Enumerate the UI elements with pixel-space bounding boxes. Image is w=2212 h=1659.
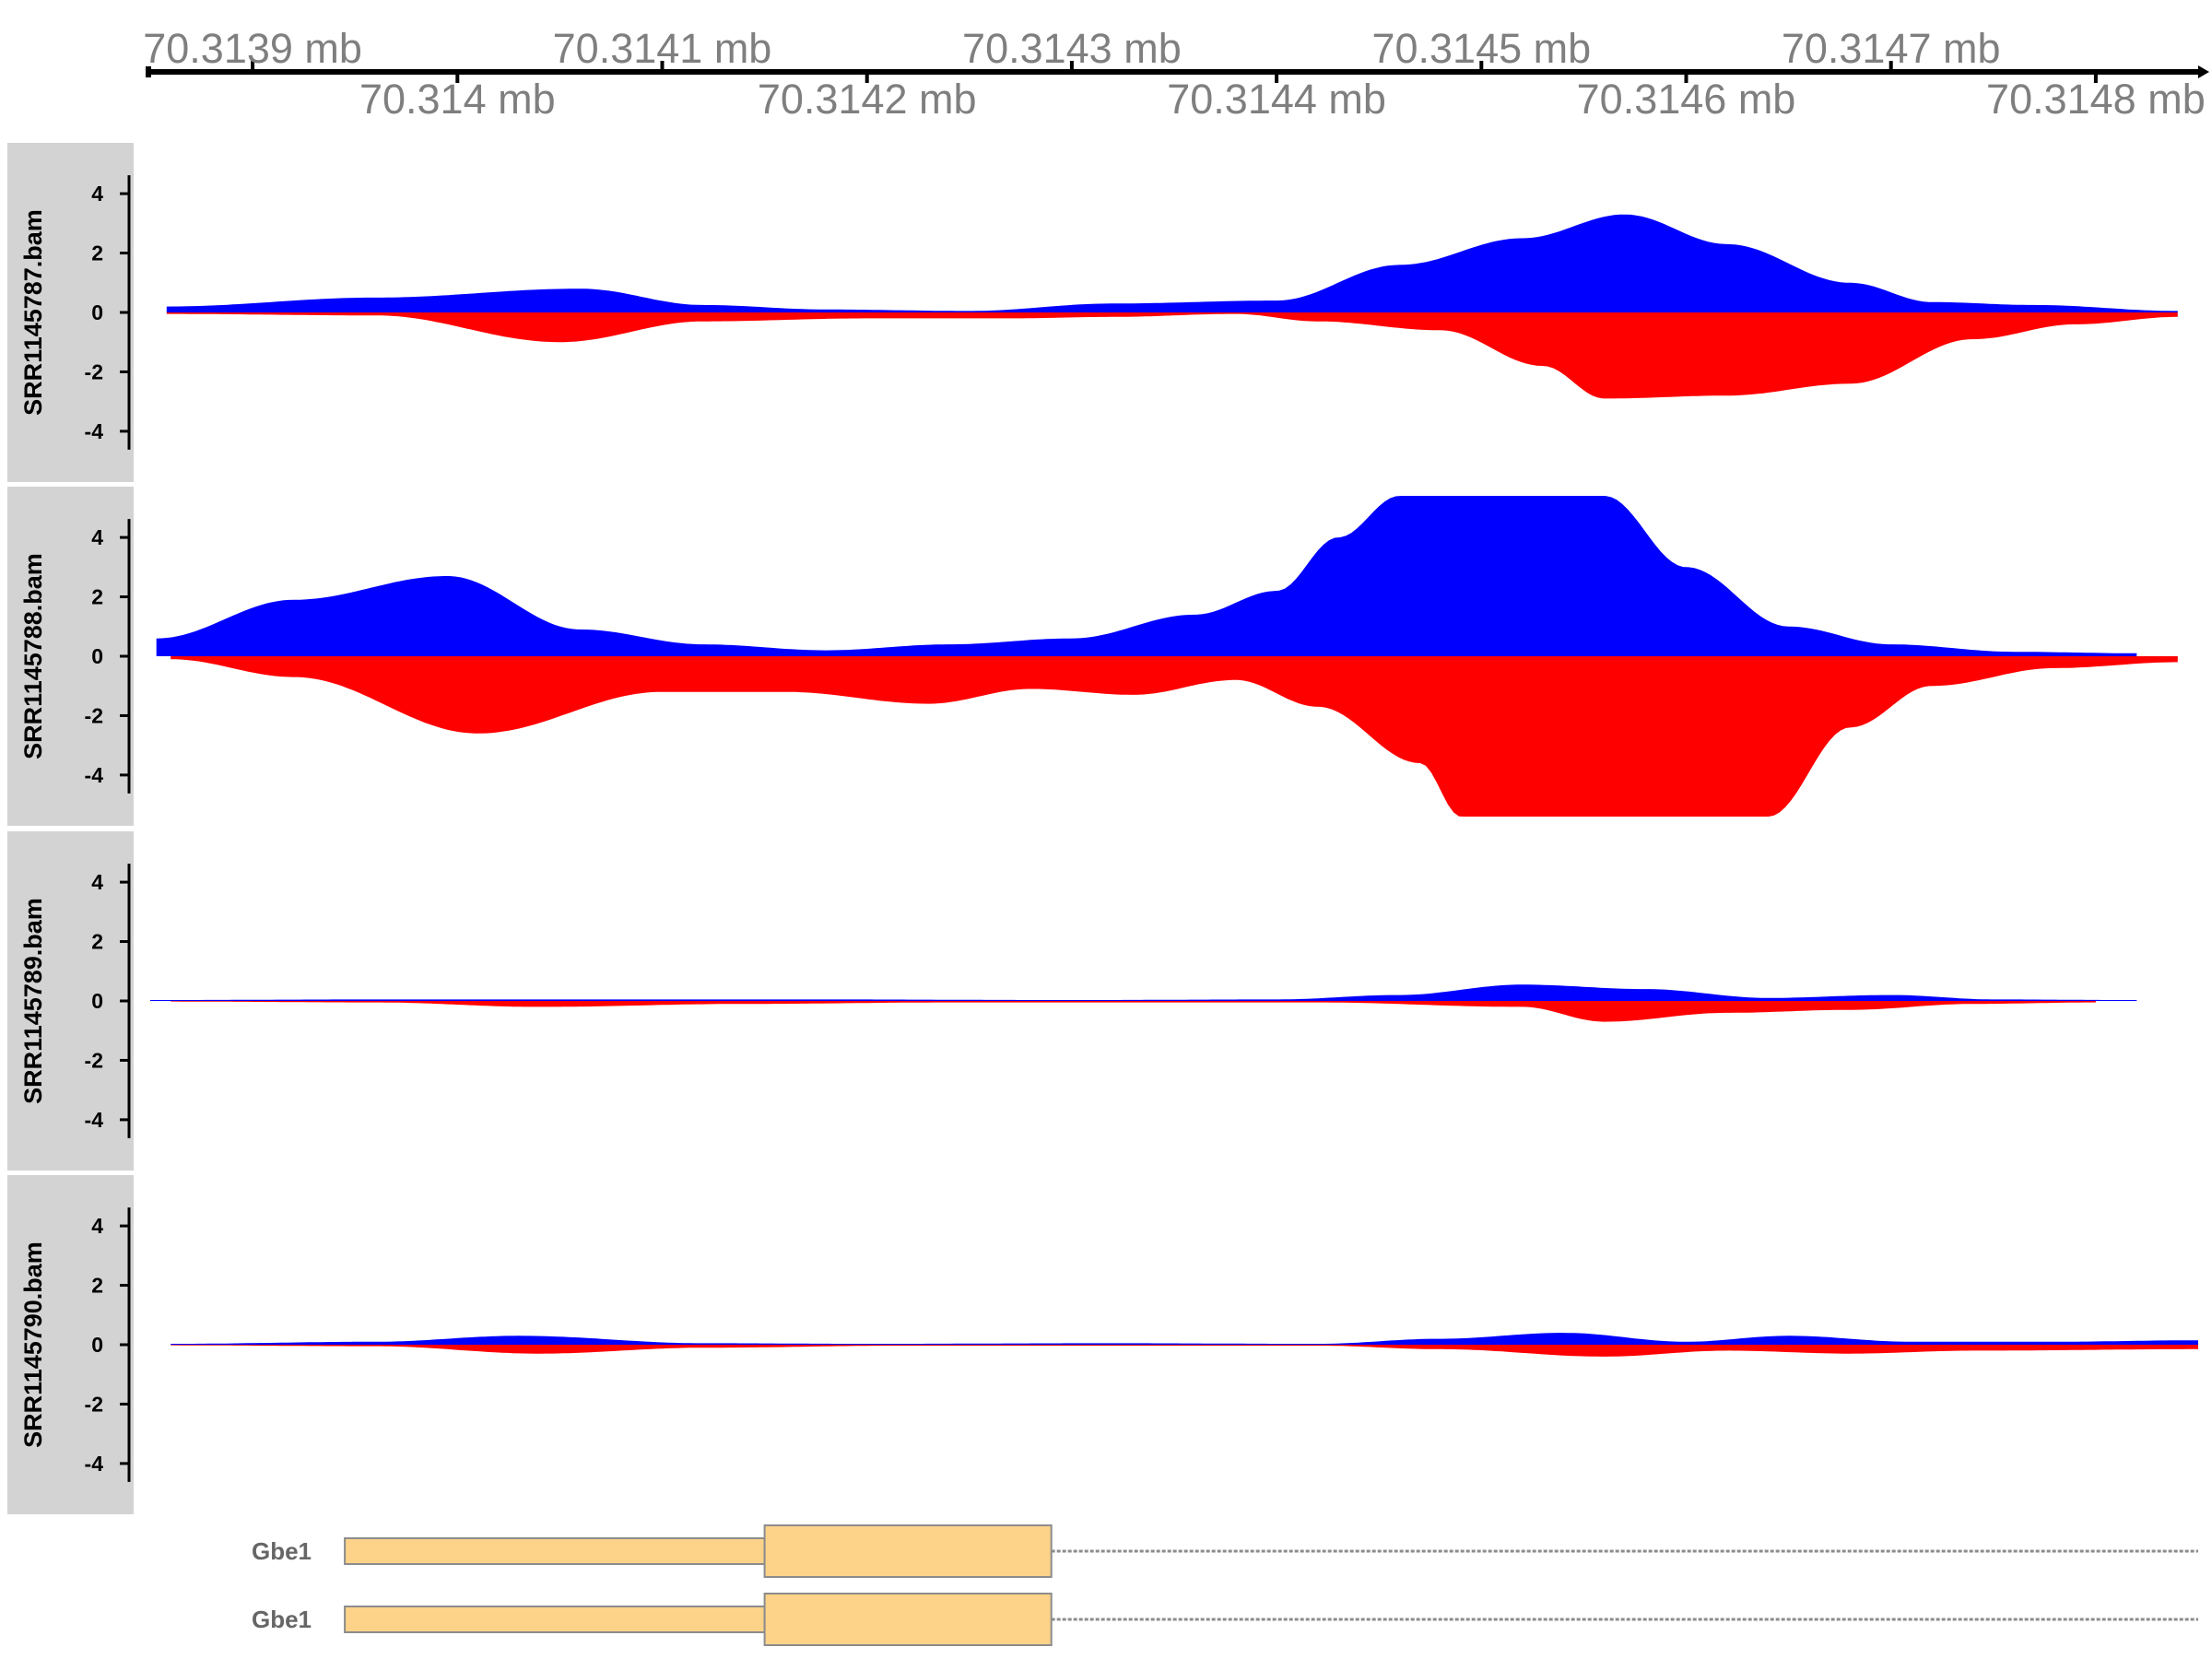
- track-title-panel: [7, 143, 134, 482]
- y-tick-label: -2: [85, 1048, 103, 1072]
- gene-model-track: Gbe1 Gbe1: [252, 1524, 2198, 1646]
- axis-tick-label: 70.3148 mb: [1986, 76, 2206, 123]
- axis-tick-label: 70.3146 mb: [1577, 76, 1796, 123]
- axis-tick-label: 70.3144 mb: [1167, 76, 1386, 123]
- y-tick-label: 4: [91, 870, 103, 894]
- y-tick-label: -4: [85, 763, 104, 787]
- track-title-panel: [7, 1175, 134, 1514]
- y-tick-label: 4: [91, 182, 103, 206]
- coverage-tracks: SRR1145787.bam 4 2 0 -2 -4 SRR1145788.bam 4 2 0 -2…: [7, 143, 2199, 1514]
- axis-tick-label: 70.3143 mb: [962, 25, 1182, 72]
- y-tick-label: 0: [91, 300, 103, 324]
- y-tick-label: 4: [91, 525, 103, 549]
- y-tick-label: -2: [85, 703, 103, 727]
- plus-strand-coverage: [150, 984, 2137, 1001]
- y-tick-label: -4: [85, 419, 104, 443]
- y-tick-label: 2: [91, 930, 103, 954]
- track-title: SRR1145787.bam: [19, 209, 47, 416]
- axis-tick-label: 70.3141 mb: [553, 25, 772, 72]
- gene-coding-exon: [763, 1524, 1053, 1578]
- coverage-track: SRR1145790.bam 4 2 0 -2 -4: [7, 1175, 2199, 1514]
- minus-strand-coverage: [171, 1001, 2096, 1022]
- y-tick-label: 2: [91, 585, 103, 609]
- track-title: SRR1145790.bam: [19, 1241, 47, 1448]
- coverage-track: SRR1145787.bam 4 2 0 -2 -4: [7, 143, 2178, 482]
- y-tick-label: 2: [91, 241, 103, 265]
- gene-model: Gbe1: [252, 1524, 2198, 1578]
- y-tick-label: -2: [85, 359, 103, 383]
- minus-strand-coverage: [166, 312, 2178, 399]
- gene-label: Gbe1: [252, 1537, 312, 1565]
- y-tick-label: 0: [91, 1333, 103, 1357]
- plus-strand-coverage: [156, 496, 2137, 656]
- gene-utr-exon: [344, 1606, 766, 1633]
- axis-tick-label: 70.3147 mb: [1782, 25, 2001, 72]
- y-tick-label: 4: [91, 1214, 103, 1238]
- gene-label: Gbe1: [252, 1606, 312, 1633]
- y-tick-label: -4: [85, 1108, 104, 1132]
- track-title-panel: [7, 831, 134, 1171]
- axis-tick-label: 70.3142 mb: [758, 76, 977, 123]
- track-title: SRR1145789.bam: [19, 898, 47, 1104]
- gene-coding-exon: [763, 1593, 1053, 1646]
- axis-start-cap: [146, 66, 151, 77]
- plus-strand-coverage: [166, 214, 2178, 312]
- track-title-panel: [7, 487, 134, 826]
- genome-axis: 70.3139 mb 70.3141 mb 70.3143 mb 70.3145 mb…: [143, 25, 2209, 123]
- axis-tick-label: 70.3139 mb: [143, 25, 362, 72]
- y-tick-label: -4: [85, 1452, 104, 1476]
- gene-utr-exon: [344, 1537, 766, 1565]
- minus-strand-coverage: [171, 1345, 2199, 1357]
- gene-model: Gbe1: [252, 1593, 2198, 1646]
- coverage-track: SRR1145788.bam 4 2 0 -2 -4: [7, 487, 2178, 826]
- axis-tick-label: 70.314 mb: [359, 76, 556, 123]
- y-tick-label: 0: [91, 644, 103, 668]
- y-tick-label: -2: [85, 1392, 103, 1416]
- plus-strand-coverage: [171, 1333, 2199, 1345]
- axis-tick-label: 70.3145 mb: [1371, 25, 1591, 72]
- axis-arrowhead: [2198, 65, 2209, 78]
- track-title: SRR1145788.bam: [19, 553, 47, 759]
- y-tick-label: 2: [91, 1274, 103, 1298]
- minus-strand-coverage: [171, 656, 2178, 817]
- coverage-track: SRR1145789.bam 4 2 0 -2 -4: [7, 831, 2137, 1171]
- y-tick-label: 0: [91, 989, 103, 1013]
